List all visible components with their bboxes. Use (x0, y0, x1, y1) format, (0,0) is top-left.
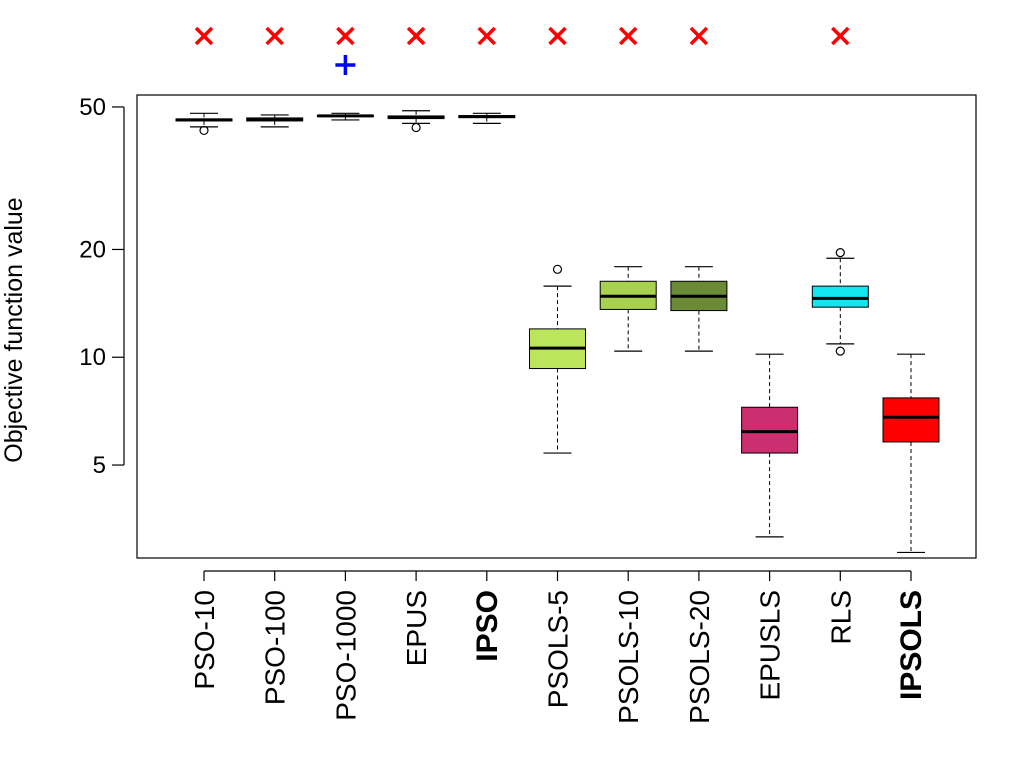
y-tick-label: 10 (79, 344, 106, 371)
box-series (175, 110, 940, 554)
box-ipso (458, 112, 516, 124)
box-psols-20 (670, 266, 728, 352)
cross-marker (406, 26, 426, 46)
box-pso-100 (246, 114, 304, 128)
outlier-point (552, 264, 563, 274)
x-tick-label: PSO-10 (189, 590, 220, 690)
box-rls (811, 247, 869, 356)
significance-markers (194, 26, 850, 75)
x-axis: PSO-10 PSO-100 PSO-1000 EPUS IPSO PSOLS-5 PSOL… (189, 570, 928, 724)
cross-marker (477, 26, 497, 46)
x-tick-label: IPSO (471, 590, 504, 662)
y-axis: 5 10 20 50 (79, 94, 125, 479)
y-axis-title: Objective function value (0, 197, 28, 462)
cross-marker (831, 26, 850, 46)
y-tick-label: 50 (79, 94, 106, 121)
x-tick-label: PSOLS-20 (684, 590, 715, 724)
x-tick-label: PSOLS-10 (613, 590, 644, 724)
box-epusls (741, 353, 799, 538)
cross-marker-b (548, 26, 567, 46)
outlier-point (199, 125, 209, 136)
cross-marker-b (406, 26, 426, 46)
x-tick-label: PSOLS-5 (543, 590, 574, 708)
outlier-point (411, 122, 421, 133)
box-pso-1000 (316, 112, 374, 121)
cross-marker-b (477, 26, 497, 46)
cross-marker (618, 26, 638, 46)
box-psols-5 (529, 264, 586, 454)
x-tick-label: EPUSLS (755, 590, 786, 701)
x-tick-label: IPSOLS (895, 590, 928, 700)
box-psols-10 (599, 266, 657, 352)
cross-marker (265, 26, 284, 46)
box-epus (387, 110, 445, 133)
cross-marker-b (336, 26, 355, 46)
y-tick-label: 5 (93, 452, 106, 479)
box-body (882, 397, 940, 443)
cross-marker-b (831, 26, 850, 46)
box-ipsols (882, 353, 940, 554)
x-tick-label: PSO-100 (260, 590, 291, 705)
outlier-point (835, 346, 845, 356)
cross-marker-b (194, 26, 214, 46)
x-tick-label: EPUS (401, 590, 432, 666)
x-tick-label: RLS (825, 590, 856, 644)
y-tick-label: 20 (79, 236, 106, 263)
cross-marker (548, 26, 567, 46)
plus-marker (335, 55, 356, 75)
outlier-point (835, 247, 845, 258)
cross-marker-b (618, 26, 638, 46)
cross-marker-b (265, 26, 284, 46)
box-pso-10 (175, 112, 233, 136)
plot-frame (136, 94, 977, 559)
cross-marker-b (689, 26, 709, 46)
cross-marker (689, 26, 709, 46)
box-body (811, 285, 869, 308)
cross-marker (194, 26, 214, 46)
cross-marker (336, 26, 355, 46)
x-tick-label: PSO-1000 (330, 590, 361, 721)
